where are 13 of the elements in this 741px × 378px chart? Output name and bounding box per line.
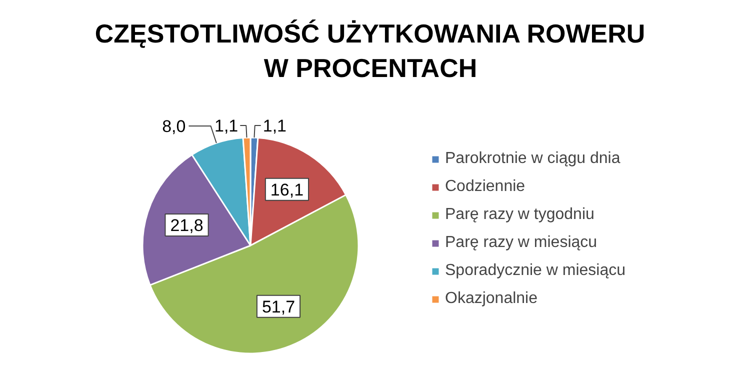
chart-title: CZĘSTOTLIWOŚĆ UŻYTKOWANIA ROWERU W PROCENTACH bbox=[94, 18, 646, 83]
data-label: 16,1 bbox=[270, 180, 304, 200]
data-label: 8,0 bbox=[162, 116, 186, 136]
legend-label: Parę razy w tygodniu bbox=[445, 206, 594, 224]
legend-label: Parę razy w miesiącu bbox=[445, 234, 598, 252]
legend-label: Codziennie bbox=[445, 178, 526, 196]
data-label: 21,8 bbox=[170, 216, 204, 235]
data-label: 51,7 bbox=[262, 297, 296, 316]
legend-label: Okazjonalnie bbox=[445, 290, 538, 308]
data-label: 1,1 bbox=[214, 116, 238, 136]
legend-label: Sporadycznie w miesiącu bbox=[445, 262, 626, 280]
legend-label: Parokrotnie w ciągu dnia bbox=[445, 150, 620, 168]
data-label: 1,1 bbox=[262, 116, 287, 136]
